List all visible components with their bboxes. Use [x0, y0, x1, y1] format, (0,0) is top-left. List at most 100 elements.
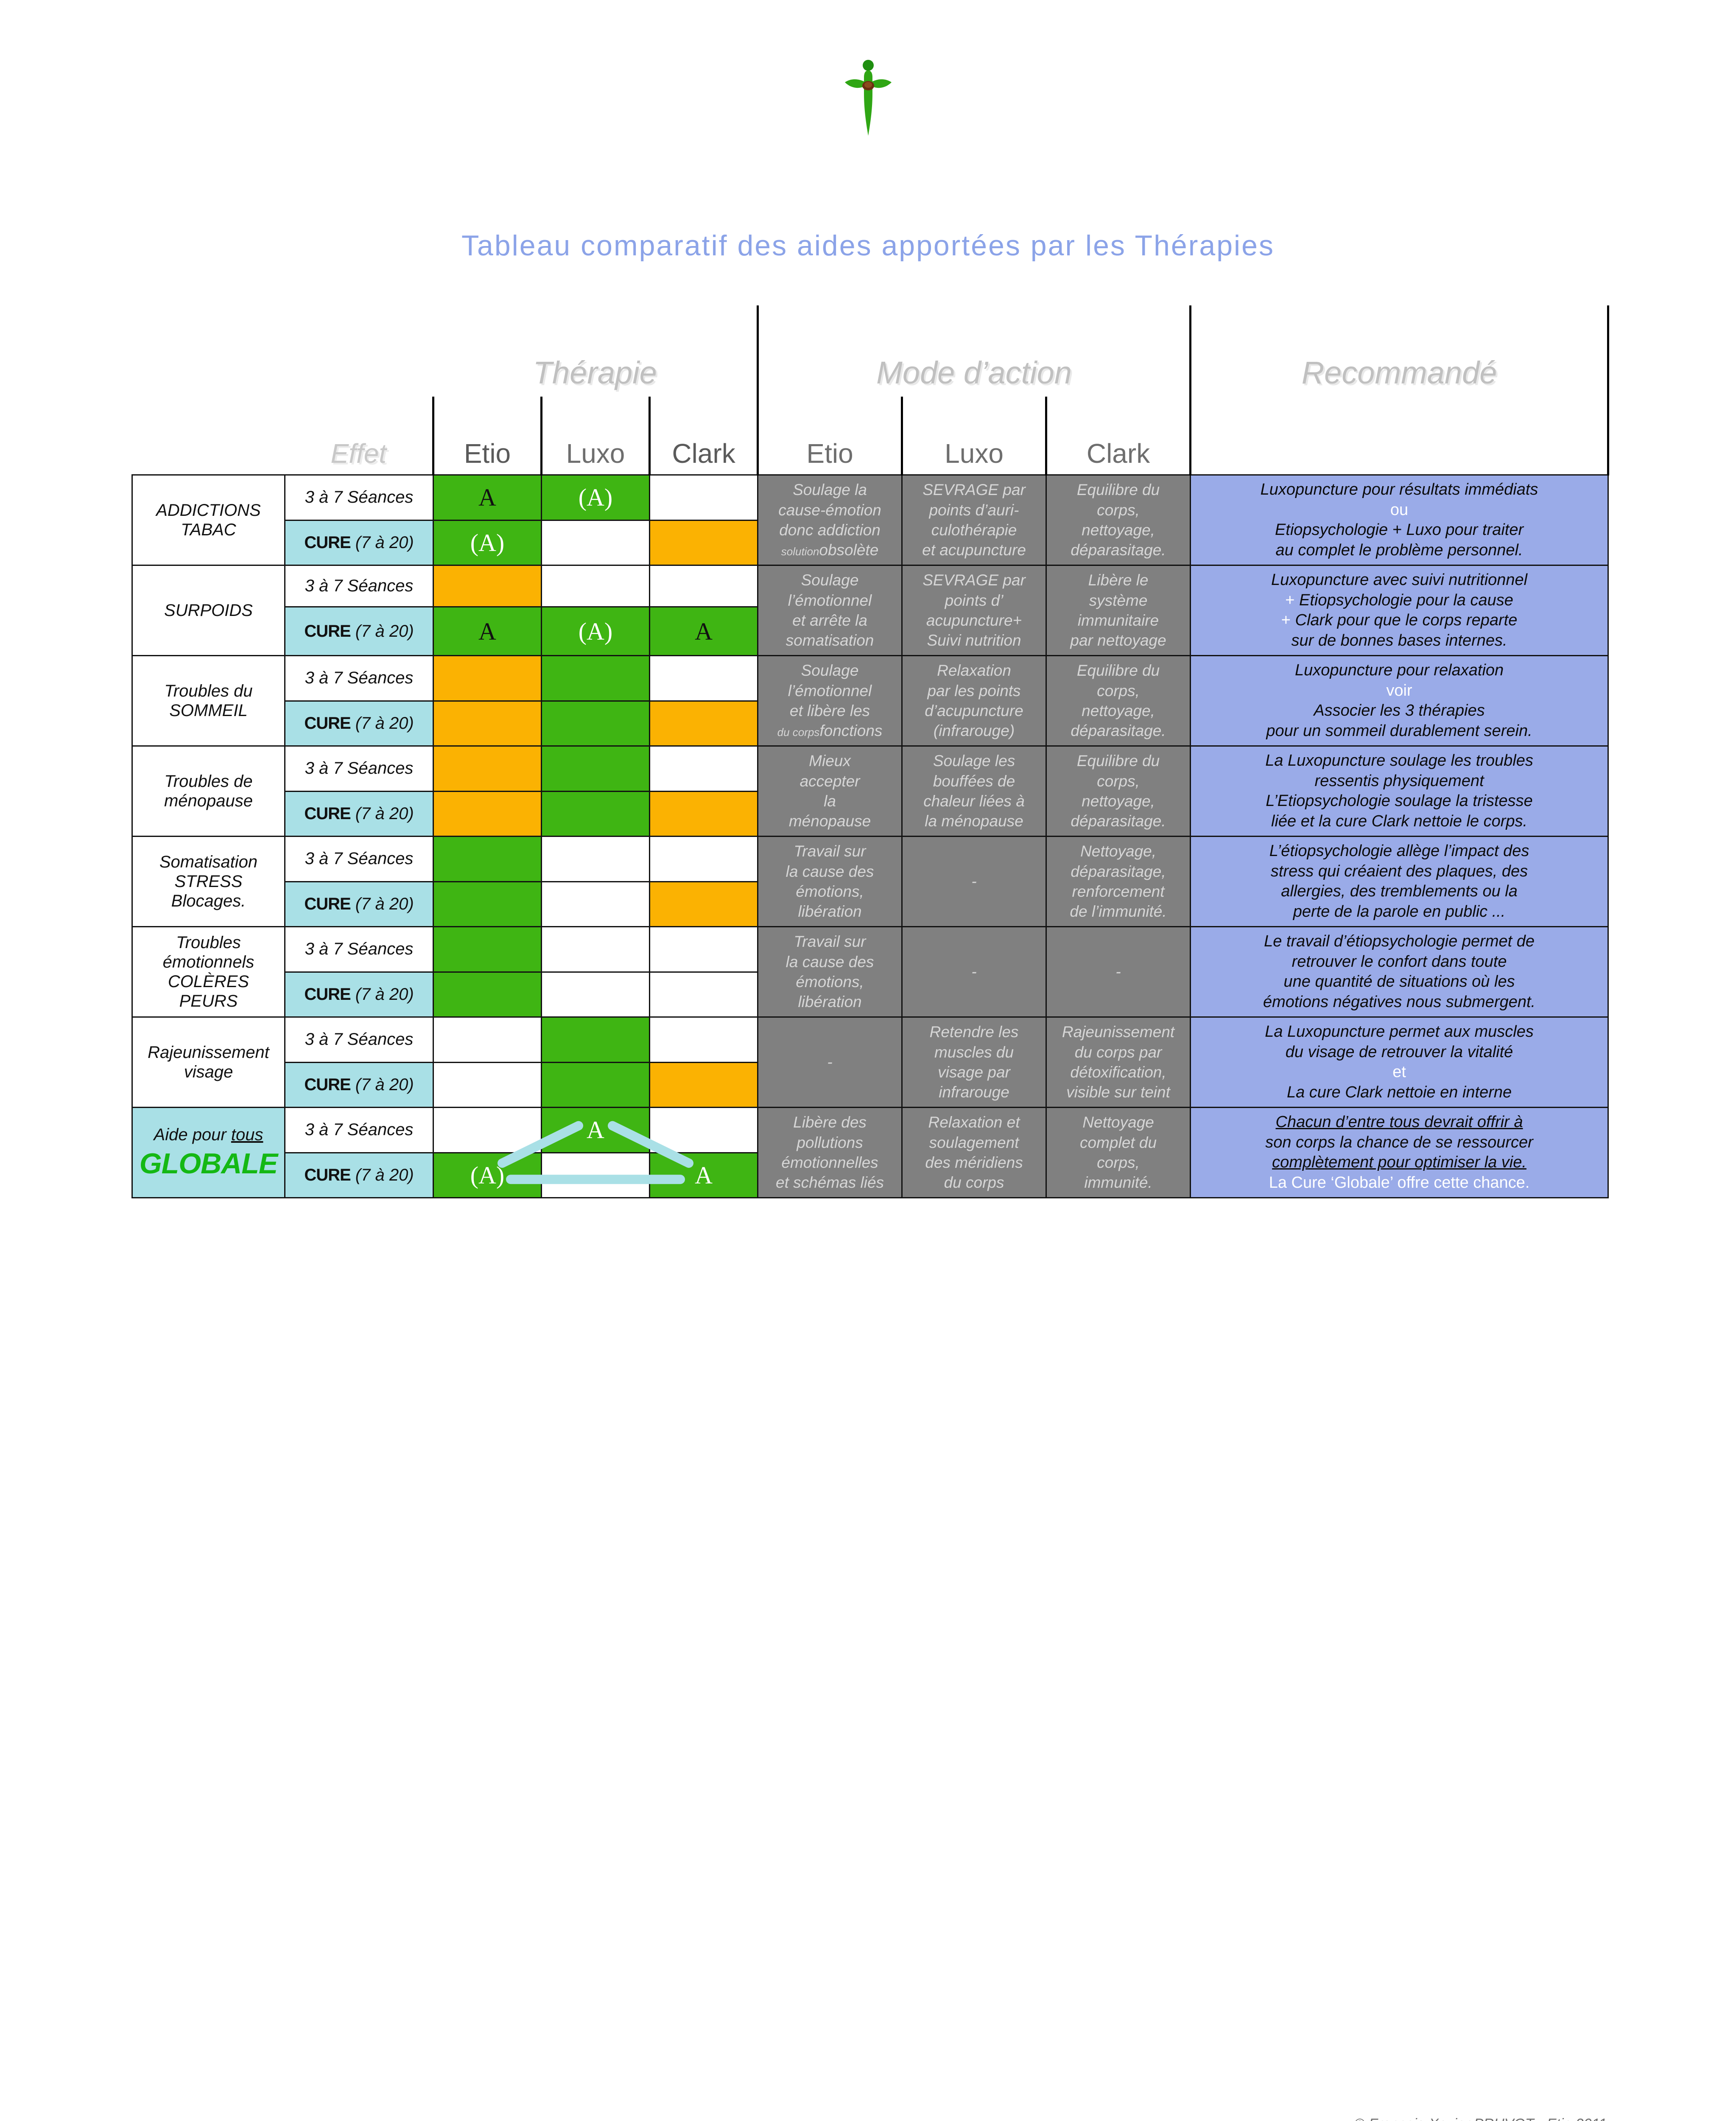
- recommendation-cell: Luxopuncture avec suivi nutritionnel + Et…: [1190, 565, 1609, 656]
- mode-etio: Soulage l’émotionnel et libère les du corps…: [757, 655, 903, 747]
- sub-clark-therapie: Clark: [648, 397, 758, 475]
- table-row: Troubles émotionnels COLÈRES PEURS 3 à 7 Séa…: [131, 926, 1609, 1018]
- mark-cell-cure-etio: (A): [433, 1152, 542, 1198]
- row-problem-label: Troubles émotionnels COLÈRES PEURS: [131, 926, 285, 1018]
- effect-cure: CURE (7 à 20): [284, 1061, 434, 1108]
- recommendation-cell: Chacun d’entre tous devrait offrir à son …: [1190, 1107, 1609, 1198]
- mark-cell-cure-etio: A: [433, 606, 542, 656]
- effect-seances: 3 à 7 Séances: [284, 745, 434, 792]
- group-blank: [132, 305, 285, 397]
- mode-etio: Travail sur la cause des émotions, libérati…: [757, 926, 903, 1018]
- mark-cell-seances-luxo: [541, 745, 650, 792]
- sub-effet: Effet: [330, 438, 387, 469]
- mark-cell-seances-clark: [649, 836, 759, 882]
- mark-cell-cure-clark: [649, 700, 759, 747]
- person-plant-icon: [844, 60, 892, 136]
- mode-luxo: SEVRAGE par points d’auri-culothérapie et …: [901, 474, 1047, 566]
- mark-cell-seances-luxo: A: [541, 1107, 650, 1153]
- sub-luxo-therapie: Luxo: [540, 397, 650, 475]
- effect-seances: 3 à 7 Séances: [284, 1016, 434, 1063]
- row-problem-label: Somatisation STRESS Blocages.: [131, 836, 285, 927]
- mode-clark: Nettoyage complet du corps, immunité.: [1046, 1107, 1191, 1198]
- effect-seances: 3 à 7 Séances: [284, 926, 434, 973]
- comparison-table-wrap: Thérapie Mode d’action Recommandé Effet …: [131, 305, 1610, 1198]
- mark-cell-seances-luxo: [541, 564, 650, 608]
- table-row: CURE (7 à 20): [132, 1061, 1608, 1108]
- mark-cell-seances-etio: [433, 655, 542, 702]
- table-row: Aide pour tous GLOBALE 3 à 7 Séances A Libèr…: [131, 1107, 1609, 1198]
- mark-cell-cure-clark: [649, 881, 759, 927]
- mark-cell-cure-luxo: [541, 790, 650, 837]
- mark-cell-seances-clark: [649, 926, 759, 973]
- table-body: ADDICTIONS TABAC 3 à 7 Séances A (A) Soulage …: [131, 474, 1609, 1198]
- mode-luxo: Soulage les bouffées de chaleur liées à la …: [901, 745, 1047, 837]
- mark-cell-seances-etio: [433, 926, 542, 973]
- group-blank2: [285, 305, 433, 397]
- mark-cell-seances-etio: [433, 745, 542, 792]
- group-header-row: Thérapie Mode d’action Recommandé: [132, 305, 1610, 397]
- mode-clark: Nettoyage, déparasitage, renforcement de l’…: [1046, 836, 1191, 927]
- effect-cure: CURE (7 à 20): [284, 971, 434, 1018]
- mark-cell-cure-clark: [649, 519, 759, 566]
- effect-seances: 3 à 7 Séances: [284, 655, 434, 702]
- recommendation-cell: La Luxopuncture permet aux muscles du vis…: [1190, 1016, 1609, 1108]
- sub-clark-mode: Clark: [1045, 397, 1191, 475]
- table-row: CURE (7 à 20): [132, 881, 1608, 927]
- recommendation-cell: Luxopuncture pour résultats immédiats ou E…: [1190, 474, 1609, 566]
- mode-luxo: SEVRAGE par points d’ acupuncture+ Suivi nu…: [901, 565, 1047, 656]
- mode-clark: Equilibre du corps, nettoyage, déparasitage…: [1046, 474, 1191, 566]
- mark-cell-seances-clark: [649, 1107, 759, 1153]
- mark-cell-cure-clark: A: [649, 1152, 759, 1198]
- mark-cell-seances-etio: A: [433, 474, 542, 521]
- group-reco: Recommandé: [1189, 305, 1610, 397]
- recommendation-cell: L’étiopsychologie allège l’impact des str…: [1190, 836, 1609, 927]
- table-row: Troubles du SOMMEIL 3 à 7 Séances Soulage l’…: [131, 655, 1609, 747]
- mode-etio: Soulage la cause-émotion donc addiction sol…: [757, 474, 903, 566]
- sub-etio-therapie: Etio: [432, 397, 542, 475]
- mark-cell-seances-clark: [649, 564, 759, 608]
- effect-cure: CURE (7 à 20): [284, 1152, 434, 1198]
- mark-cell-seances-luxo: [541, 1016, 650, 1063]
- mark-cell-cure-luxo: [541, 1152, 650, 1198]
- mark-cell-seances-etio: [433, 836, 542, 882]
- mode-clark: -: [1046, 926, 1191, 1018]
- mark-cell-seances-luxo: [541, 655, 650, 702]
- mark-cell-seances-clark: [649, 1016, 759, 1063]
- effect-seances: 3 à 7 Séances: [284, 564, 434, 608]
- mark-cell-cure-luxo: (A): [541, 606, 650, 656]
- effect-cure: CURE (7 à 20): [284, 519, 434, 566]
- mode-luxo: Relaxation et soulagement des méridiens du …: [901, 1107, 1047, 1198]
- table-row: CURE (7 à 20): [132, 971, 1608, 1018]
- mode-clark: Rajeunissement du corps par détoxification…: [1046, 1016, 1191, 1108]
- table-row: CURE (7 à 20): [132, 790, 1608, 837]
- recommendation-cell: La Luxopuncture soulage les troubles ress…: [1190, 745, 1609, 837]
- mode-clark: Equilibre du corps, nettoyage, déparasitage…: [1046, 655, 1191, 747]
- effect-cure: CURE (7 à 20): [284, 700, 434, 747]
- comparison-table: Thérapie Mode d’action Recommandé Effet …: [131, 305, 1610, 1198]
- row-problem-label: Troubles de ménopause: [131, 745, 285, 837]
- mark-cell-cure-etio: [433, 881, 542, 927]
- copyright-line1: © Francois-Xavier PRUVOT - Etio 2011: [1354, 2115, 1607, 2121]
- effect-cure: CURE (7 à 20): [284, 606, 434, 656]
- mark-cell-cure-luxo: [541, 519, 650, 566]
- mark-cell-seances-luxo: [541, 836, 650, 882]
- mark-cell-cure-etio: (A): [433, 519, 542, 566]
- mark-cell-cure-etio: [433, 790, 542, 837]
- mark-cell-seances-clark: [649, 655, 759, 702]
- mark-cell-seances-luxo: (A): [541, 474, 650, 521]
- row-problem-label: SURPOIDS: [131, 565, 285, 656]
- group-mode: Mode d’action: [757, 305, 1191, 397]
- effect-cure: CURE (7 à 20): [284, 790, 434, 837]
- sub-luxo-mode: Luxo: [901, 397, 1046, 475]
- group-therapie: Thérapie: [533, 355, 657, 390]
- mark-cell-cure-clark: [649, 971, 759, 1018]
- mark-cell-seances-clark: [649, 745, 759, 792]
- table-row: CURE (7 à 20) A (A) A: [132, 606, 1608, 656]
- table-row: Rajeunissement visage 3 à 7 Séances - Retend…: [131, 1016, 1609, 1108]
- row-problem-label: ADDICTIONS TABAC: [131, 474, 285, 566]
- recommendation-cell: Luxopuncture pour relaxation voir Associer…: [1190, 655, 1609, 747]
- mark-cell-cure-clark: A: [649, 606, 759, 656]
- mark-cell-cure-luxo: [541, 1061, 650, 1108]
- row-problem-label: Rajeunissement visage: [131, 1016, 285, 1108]
